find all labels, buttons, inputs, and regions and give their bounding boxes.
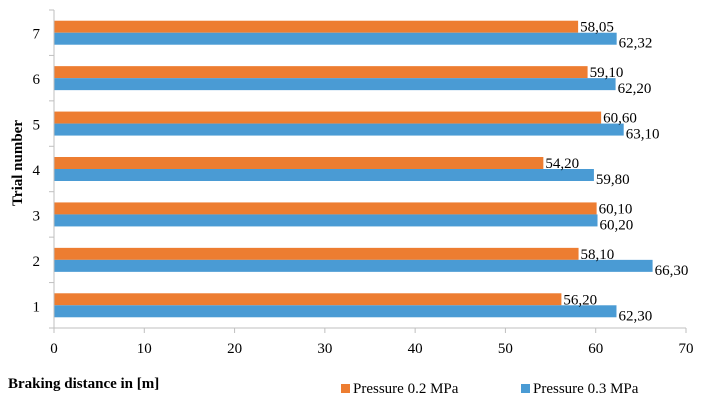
bar-pressure-0-2 <box>54 157 544 169</box>
y-axis-title: Trial number <box>10 120 26 206</box>
x-tick-label: 70 <box>679 341 694 357</box>
y-tick-label: 7 <box>33 27 41 43</box>
x-tick-label: 40 <box>408 341 423 357</box>
data-label-pressure-0-2: 56,20 <box>563 292 597 308</box>
data-label-pressure-0-2: 54,20 <box>545 156 579 172</box>
x-tick-label: 50 <box>498 341 513 357</box>
data-label-pressure-0-3: 59,80 <box>596 172 630 188</box>
data-label-pressure-0-2: 59,10 <box>590 65 624 81</box>
bar-pressure-0-2 <box>54 293 562 306</box>
legend-label-pressure-0-3: Pressure 0.3 MPa <box>533 381 639 397</box>
x-axis-title: Braking distance in [m] <box>8 376 159 392</box>
bar-pressure-0-2 <box>54 111 602 124</box>
y-tick-label: 2 <box>33 254 41 270</box>
data-label-pressure-0-2: 60,60 <box>603 111 637 127</box>
legend-label-pressure-0-2: Pressure 0.2 MPa <box>353 381 459 397</box>
data-label-pressure-0-2: 58,10 <box>581 247 615 263</box>
bar-pressure-0-3 <box>54 32 617 45</box>
x-tick-label: 0 <box>50 341 58 357</box>
x-ticks-layer: 0 10 20 30 40 50 60 70 <box>50 328 694 357</box>
bar-pressure-0-2 <box>54 66 588 79</box>
bar-pressure-0-3 <box>54 78 616 91</box>
y-tick-label: 6 <box>33 72 41 88</box>
data-label-pressure-0-3: 62,32 <box>619 36 653 52</box>
data-label-pressure-0-3: 66,30 <box>655 263 689 279</box>
x-tick-label: 30 <box>317 341 332 357</box>
data-label-pressure-0-3: 60,20 <box>600 217 634 233</box>
x-tick-label: 20 <box>227 341 242 357</box>
y-ticks-layer: 1 2 3 4 5 6 7 <box>33 9 54 329</box>
bar-pressure-0-2 <box>54 20 579 33</box>
bar-pressure-0-3 <box>54 214 598 227</box>
bar-pressure-0-3 <box>54 305 617 318</box>
bar-pressure-0-3 <box>54 259 653 272</box>
bar-pressure-0-3 <box>54 123 624 136</box>
bar-pressure-0-3 <box>54 169 594 181</box>
x-tick-label: 10 <box>137 341 152 357</box>
bar-pressure-0-2 <box>54 247 579 260</box>
y-tick-label: 4 <box>33 163 41 179</box>
data-label-pressure-0-3: 62,20 <box>618 81 652 97</box>
y-tick-label: 5 <box>33 118 41 134</box>
legend-swatch-pressure-0-2 <box>341 384 350 393</box>
y-tick-label: 1 <box>33 299 41 315</box>
y-tick-label: 3 <box>33 208 41 224</box>
data-label-pressure-0-2: 60,10 <box>599 201 633 217</box>
data-label-pressure-0-3: 62,30 <box>618 308 652 324</box>
data-label-pressure-0-2: 58,05 <box>580 20 614 36</box>
x-tick-label: 60 <box>588 341 603 357</box>
data-label-pressure-0-3: 63,10 <box>626 127 660 143</box>
bars-layer <box>54 20 653 318</box>
bar-pressure-0-2 <box>54 202 597 215</box>
legend-swatch-pressure-0-3 <box>521 384 530 393</box>
legend: Pressure 0.2 MPa Pressure 0.3 MPa <box>341 381 639 397</box>
